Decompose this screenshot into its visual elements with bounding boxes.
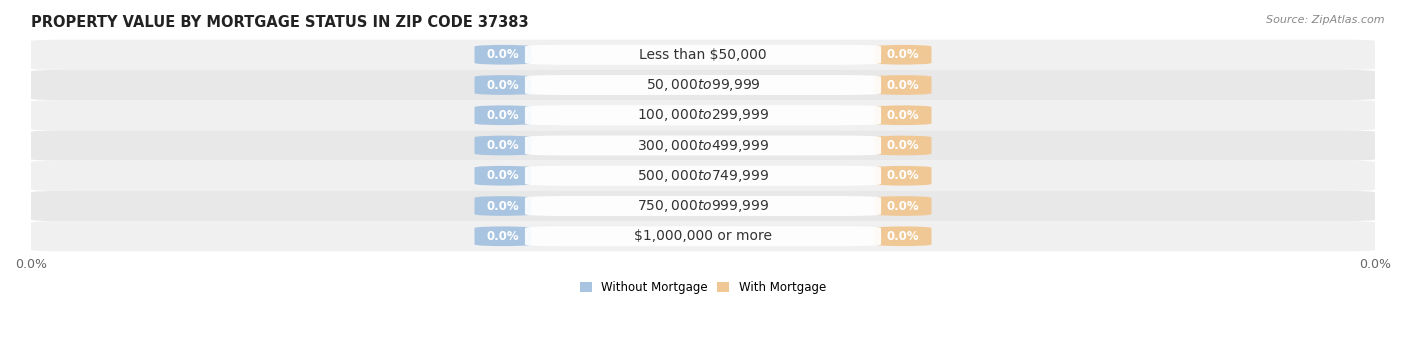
Text: 0.0%: 0.0% (887, 169, 920, 182)
Text: 0.0%: 0.0% (887, 48, 920, 61)
Text: 0.0%: 0.0% (887, 230, 920, 243)
Text: 0.0%: 0.0% (887, 109, 920, 122)
FancyBboxPatch shape (31, 160, 1375, 191)
FancyBboxPatch shape (875, 166, 932, 186)
FancyBboxPatch shape (875, 45, 932, 65)
FancyBboxPatch shape (474, 45, 531, 65)
Text: 0.0%: 0.0% (486, 139, 519, 152)
FancyBboxPatch shape (524, 226, 882, 246)
FancyBboxPatch shape (474, 136, 531, 155)
FancyBboxPatch shape (474, 105, 531, 125)
FancyBboxPatch shape (524, 105, 882, 125)
Text: 0.0%: 0.0% (486, 109, 519, 122)
FancyBboxPatch shape (474, 75, 531, 95)
FancyBboxPatch shape (31, 40, 1375, 70)
Legend: Without Mortgage, With Mortgage: Without Mortgage, With Mortgage (581, 281, 825, 294)
Text: Source: ZipAtlas.com: Source: ZipAtlas.com (1267, 15, 1385, 25)
Text: 0.0%: 0.0% (486, 230, 519, 243)
FancyBboxPatch shape (474, 196, 531, 216)
Text: $300,000 to $499,999: $300,000 to $499,999 (637, 137, 769, 153)
Text: $750,000 to $999,999: $750,000 to $999,999 (637, 198, 769, 214)
FancyBboxPatch shape (524, 166, 882, 186)
FancyBboxPatch shape (875, 136, 932, 155)
Text: 0.0%: 0.0% (887, 139, 920, 152)
FancyBboxPatch shape (875, 226, 932, 246)
Text: 0.0%: 0.0% (486, 48, 519, 61)
Text: 0.0%: 0.0% (887, 200, 920, 212)
FancyBboxPatch shape (875, 196, 932, 216)
FancyBboxPatch shape (474, 166, 531, 186)
FancyBboxPatch shape (31, 221, 1375, 251)
FancyBboxPatch shape (474, 226, 531, 246)
Text: 0.0%: 0.0% (486, 79, 519, 91)
FancyBboxPatch shape (31, 100, 1375, 130)
Text: Less than $50,000: Less than $50,000 (640, 48, 766, 62)
Text: $50,000 to $99,999: $50,000 to $99,999 (645, 77, 761, 93)
FancyBboxPatch shape (524, 196, 882, 216)
Text: $100,000 to $299,999: $100,000 to $299,999 (637, 107, 769, 123)
FancyBboxPatch shape (875, 105, 932, 125)
Text: 0.0%: 0.0% (887, 79, 920, 91)
FancyBboxPatch shape (31, 70, 1375, 100)
Text: $1,000,000 or more: $1,000,000 or more (634, 229, 772, 243)
FancyBboxPatch shape (31, 130, 1375, 160)
Text: 0.0%: 0.0% (486, 169, 519, 182)
FancyBboxPatch shape (31, 191, 1375, 221)
FancyBboxPatch shape (875, 75, 932, 95)
Text: PROPERTY VALUE BY MORTGAGE STATUS IN ZIP CODE 37383: PROPERTY VALUE BY MORTGAGE STATUS IN ZIP… (31, 15, 529, 30)
Text: $500,000 to $749,999: $500,000 to $749,999 (637, 168, 769, 184)
FancyBboxPatch shape (524, 136, 882, 155)
Text: 0.0%: 0.0% (486, 200, 519, 212)
FancyBboxPatch shape (524, 75, 882, 95)
FancyBboxPatch shape (524, 45, 882, 65)
